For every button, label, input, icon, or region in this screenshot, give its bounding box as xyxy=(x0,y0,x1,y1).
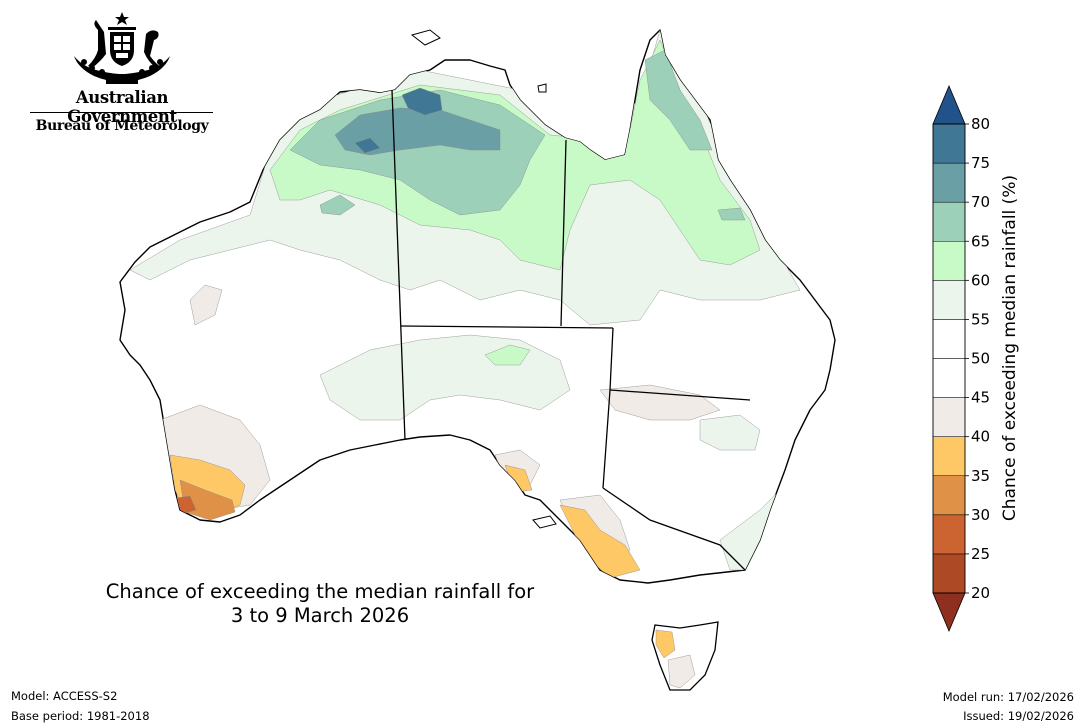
band-40-45-se xyxy=(599,384,721,421)
colorbar-band-70-75 xyxy=(932,162,966,203)
band-60-65-central xyxy=(484,344,531,366)
issued-date: Issued: 19/02/2026 xyxy=(963,709,1074,723)
bom-logo: Australian Government Bureau of Meteorol… xyxy=(26,10,218,140)
colorbar-band-75-80 xyxy=(932,123,966,164)
colorbar-tick-label: 45 xyxy=(971,389,990,407)
colorbar-band-25-30 xyxy=(932,514,966,555)
colorbar-label: Chance of exceeding median rainfall (%) xyxy=(1000,175,1020,521)
band-55-60-nsw xyxy=(699,414,761,451)
colorbar-tick-label: 75 xyxy=(971,154,990,172)
colorbar-tick-label: 50 xyxy=(971,350,990,368)
agency-name: Bureau of Meteorology xyxy=(35,118,209,134)
colorbar-tick-label: 40 xyxy=(971,428,990,446)
model-name: Model: ACCESS-S2 xyxy=(11,689,118,703)
colorbar-tick-label: 35 xyxy=(971,467,990,485)
rainfall-outlook-map xyxy=(119,29,836,691)
colorbar: 20 25 30 35 40 45 50 55 60 65 70 75 80 Chance of exc… xyxy=(932,84,1020,633)
map-title-line1: Chance of exceeding the median rainfall … xyxy=(105,580,535,603)
colorbar-tick-label: 20 xyxy=(971,584,990,602)
base-period: Base period: 1981-2018 xyxy=(11,709,150,723)
coat-of-arms-icon xyxy=(74,12,170,84)
band-35-40-tasmania xyxy=(655,629,676,659)
band-65-70-pilbara xyxy=(319,194,356,216)
colorbar-band-45-50 xyxy=(932,358,966,398)
colorbar-band-55-60 xyxy=(932,280,966,320)
colorbar-tick-label: 30 xyxy=(971,506,990,524)
map-title-line2: 3 to 9 March 2026 xyxy=(230,604,410,627)
logo-divider xyxy=(30,112,213,113)
colorbar-low-extend xyxy=(932,592,966,633)
colorbar-tick-label: 55 xyxy=(971,310,990,328)
melville-island xyxy=(410,29,441,46)
colorbar-tick-label: 25 xyxy=(971,545,990,563)
band-65-70-qld xyxy=(717,207,746,221)
colorbar-tick-label: 80 xyxy=(971,115,990,133)
colorbar-high-extend xyxy=(932,84,966,125)
band-75-80-kimberley xyxy=(354,137,381,154)
org-name: Australian Government xyxy=(67,88,177,126)
colorbar-ticks: 20 25 30 35 40 45 50 55 60 65 70 75 80 xyxy=(965,115,990,602)
colorbar-tick-label: 60 xyxy=(971,271,990,289)
band-70-75-north xyxy=(334,107,501,156)
colorbar-tick-label: 65 xyxy=(971,232,990,250)
colorbar-band-40-45 xyxy=(932,397,966,437)
band-40-45-tasmania xyxy=(667,654,696,689)
band-25-30-sw xyxy=(175,495,197,515)
colorbar-band-20-25 xyxy=(932,553,966,594)
map-title: Chance of exceeding the median rainfall … xyxy=(70,580,570,628)
colorbar-band-30-35 xyxy=(932,475,966,516)
colorbar-tick-label: 70 xyxy=(971,193,990,211)
colorbar-bands xyxy=(932,123,966,594)
band-75-80-arnhem xyxy=(401,87,443,116)
state-borders xyxy=(391,89,751,571)
colorbar-band-65-70 xyxy=(932,201,966,242)
colorbar-band-50-55 xyxy=(932,319,966,359)
kangaroo-island xyxy=(532,515,557,529)
groote-eylandt xyxy=(537,83,547,93)
model-run-date: Model run: 17/02/2026 xyxy=(942,690,1074,704)
band-40-45-wa-interior xyxy=(189,284,223,326)
colorbar-band-35-40 xyxy=(932,436,966,476)
colorbar-band-60-65 xyxy=(932,241,966,281)
